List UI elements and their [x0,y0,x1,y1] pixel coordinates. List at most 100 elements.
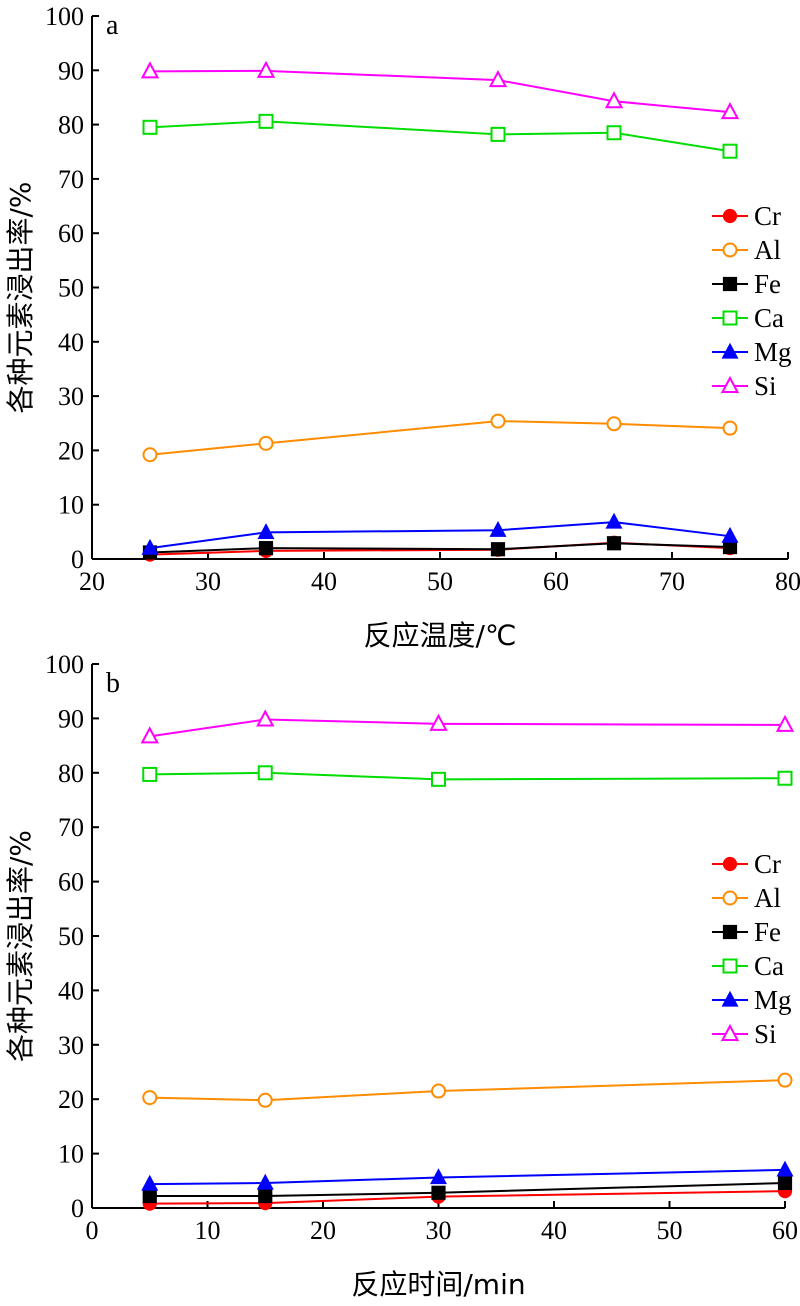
data-point-mg [141,1174,159,1191]
y-axis-title: 各种元素浸出率/% [4,181,37,413]
x-tick-label: 20 [79,567,105,596]
legend-marker [722,924,738,940]
legend-marker [722,310,738,326]
series-ca [142,765,793,787]
y-tick-label: 90 [58,704,84,733]
y-tick-label: 70 [58,165,84,194]
y-tick-label: 40 [58,328,84,357]
data-point-mg [256,1173,274,1190]
legend-entry-mg: Mg [712,985,792,1015]
series-line-al [149,420,731,456]
series-line-cr [149,1190,786,1205]
legend-label: Si [754,1019,777,1049]
y-tick-label: 80 [58,111,84,140]
x-tick-label: 10 [195,1216,221,1245]
legend-entry-mg: Mg [712,337,792,367]
x-tick-label: 30 [426,1216,452,1245]
y-tick-label: 60 [58,219,84,248]
data-point-fe [142,1188,157,1204]
data-point-ca [606,125,622,141]
series-line-ca [149,771,786,781]
series-al [142,413,738,463]
x-tick-label: 20 [310,1216,336,1245]
y-tick-label: 30 [58,382,84,411]
y-tick-label: 90 [58,56,84,85]
series-ca [142,113,738,159]
y-tick-label: 100 [45,650,84,679]
series-line-fe [149,1181,786,1198]
legend-entry-ca: Ca [712,951,784,981]
series-mg [141,512,739,555]
y-tick-label: 0 [71,545,84,574]
data-point-fe [431,1185,446,1200]
x-axis-title: 反应温度/℃ [364,619,517,652]
data-point-ca [142,119,158,135]
x-tick-label: 70 [659,567,685,596]
data-point-al [777,1072,793,1088]
series-mg [141,1160,794,1191]
series-line-si [149,718,786,738]
y-tick-label: 30 [58,1031,84,1060]
data-point-mg [141,538,159,555]
legend-marker [722,958,738,974]
legend-label: Ca [754,303,784,333]
y-tick-label: 60 [58,868,84,897]
legend-entry-fe: Fe [712,269,781,299]
x-tick-label: 50 [427,567,453,596]
data-point-fe [258,1188,273,1204]
y-tick-label: 40 [58,976,84,1005]
data-point-mg [605,512,623,529]
legend-entry-si: Si [712,1019,777,1049]
data-point-al [722,420,738,436]
series-line-si [149,69,731,114]
data-point-al [431,1083,446,1099]
legend-entry-ca: Ca [712,303,784,333]
data-point-si [775,714,795,732]
data-point-si [604,91,624,109]
data-point-fe [258,541,274,556]
legend-label: Mg [754,337,792,367]
panel-label: a [106,10,119,41]
x-tick-label: 60 [543,567,569,596]
data-point-al [142,1090,158,1106]
legend-marker [722,856,738,872]
data-point-si [140,61,160,79]
x-tick-label: 80 [775,567,800,596]
y-tick-label: 70 [58,813,84,842]
x-tick-label: 30 [195,567,221,596]
legend-marker [720,375,740,393]
legend-entry-al: Al [712,883,781,913]
data-point-ca [722,143,738,159]
x-tick-label: 40 [541,1216,567,1245]
legend-label: Al [754,883,781,913]
legend-marker [722,208,738,224]
legend-marker [721,342,739,359]
series-fe [142,1175,793,1204]
data-point-ca [490,126,506,142]
data-point-al [606,416,622,432]
y-axis-title: 各种元素浸出率/% [4,830,37,1062]
series-si [140,60,740,120]
legend-entry-fe: Fe [712,917,781,947]
y-tick-label: 10 [58,1140,84,1169]
legend-label: Mg [754,985,792,1015]
series-line-ca [149,120,731,153]
data-point-ca [258,113,274,129]
legend-entry-al: Al [712,235,781,265]
chart-panel-b: 0 10 20 30 40 50 60 70 80 90 100 0 10 20 30 40 50 60 反应时间/… [4,650,798,1301]
data-point-ca [431,771,446,787]
data-point-ca [142,766,158,782]
x-tick-label: 50 [657,1216,683,1245]
legend-label: Si [754,371,777,401]
legend-marker [722,242,738,258]
data-point-mg [721,526,739,543]
y-tick-label: 20 [58,436,84,465]
legend-marker [722,276,738,292]
x-tick-label: 0 [86,1216,99,1245]
y-tick-label: 80 [58,759,84,788]
data-point-ca [777,770,793,786]
y-tick-label: 50 [58,922,84,951]
data-point-si [720,101,740,120]
data-point-si [140,726,159,744]
x-tick-label: 40 [311,567,337,596]
